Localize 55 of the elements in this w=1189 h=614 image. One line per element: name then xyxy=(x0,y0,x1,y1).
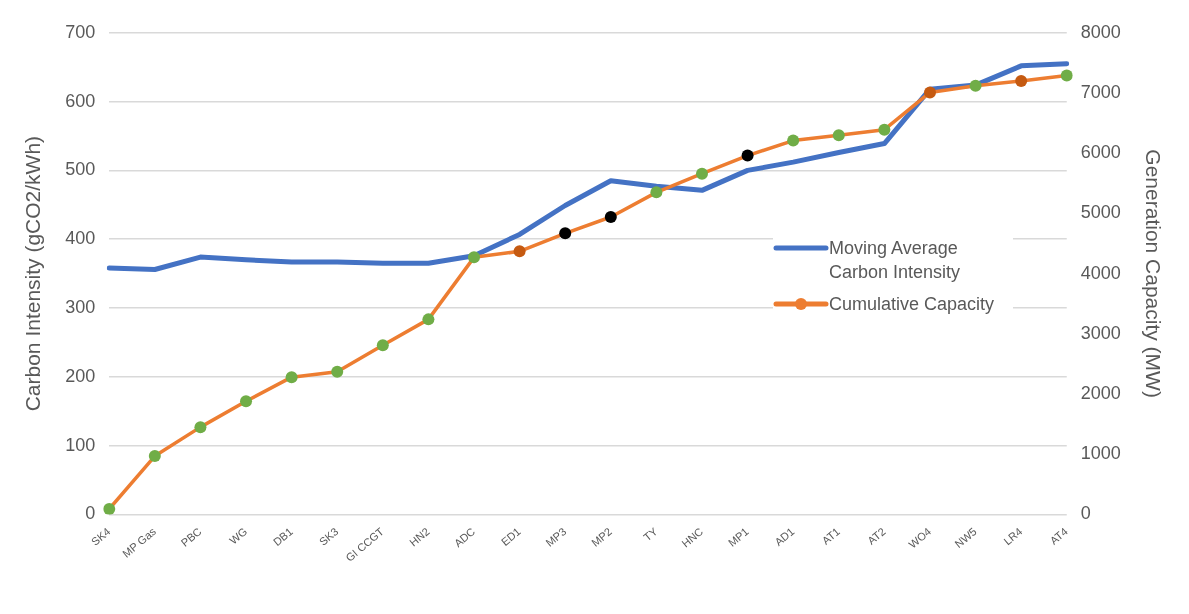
legend-label: Cumulative Capacity xyxy=(829,293,995,316)
y2-tick-label: 1000 xyxy=(1080,443,1121,464)
y2-axis-title: Generation Capacity (MW) xyxy=(1141,149,1165,398)
point xyxy=(741,149,754,162)
y-tick-label: 0 xyxy=(85,503,96,524)
x-tick-label: AT4 xyxy=(1047,525,1070,547)
y2-tick-label: 2000 xyxy=(1080,382,1121,403)
legend-label: Moving Average Carbon Intensity xyxy=(829,237,962,284)
point xyxy=(422,313,435,326)
x-tick-label: DB1 xyxy=(270,525,295,549)
x-tick-label: TY xyxy=(641,524,661,544)
point xyxy=(969,79,982,92)
y2-tick-label: 5000 xyxy=(1080,202,1121,223)
point xyxy=(513,245,526,258)
point xyxy=(103,503,116,515)
y2-tick-label: 4000 xyxy=(1080,262,1121,283)
point xyxy=(194,421,207,434)
y-tick-label: 100 xyxy=(65,434,96,455)
point xyxy=(604,211,617,224)
point xyxy=(650,186,663,199)
point xyxy=(285,371,298,384)
point xyxy=(468,251,480,264)
y2-tick-label: 8000 xyxy=(1080,21,1121,42)
point xyxy=(878,123,891,136)
x-tick-label: LR4 xyxy=(1001,525,1025,548)
x-tick-label: SK3 xyxy=(316,525,341,548)
point xyxy=(832,129,845,142)
point xyxy=(923,86,936,99)
y2-tick-label: 3000 xyxy=(1080,322,1121,343)
x-tick-label: AD1 xyxy=(772,525,797,549)
x-tick-label: ED1 xyxy=(498,525,523,549)
y-axis-title: Carbon Intensity (gCO2/kWh) xyxy=(21,135,45,412)
x-tick-label: AT2 xyxy=(865,525,888,547)
y-tick-label: 200 xyxy=(65,365,96,386)
point xyxy=(1060,69,1073,82)
y-tick-label: 700 xyxy=(65,21,96,42)
y-tick-label: 400 xyxy=(65,228,96,249)
point xyxy=(148,450,161,463)
point xyxy=(331,365,344,378)
x-tick-label: MP Gas xyxy=(120,524,159,560)
point xyxy=(559,227,572,240)
y2-tick-label: 7000 xyxy=(1080,81,1121,102)
y2-tick-label: 6000 xyxy=(1080,142,1121,163)
x-tick-label: AT1 xyxy=(819,525,843,547)
point xyxy=(787,134,800,147)
point xyxy=(376,339,389,352)
y2-tick-label: 0 xyxy=(1080,503,1091,524)
y-tick-label: 300 xyxy=(65,296,96,317)
y-tick-label: 500 xyxy=(65,159,96,180)
point xyxy=(695,167,708,180)
x-tick-label: SK4 xyxy=(88,525,113,548)
point xyxy=(240,395,253,408)
y-tick-label: 600 xyxy=(65,90,96,111)
x-tick-label: WG xyxy=(227,525,250,547)
point xyxy=(1015,74,1028,87)
